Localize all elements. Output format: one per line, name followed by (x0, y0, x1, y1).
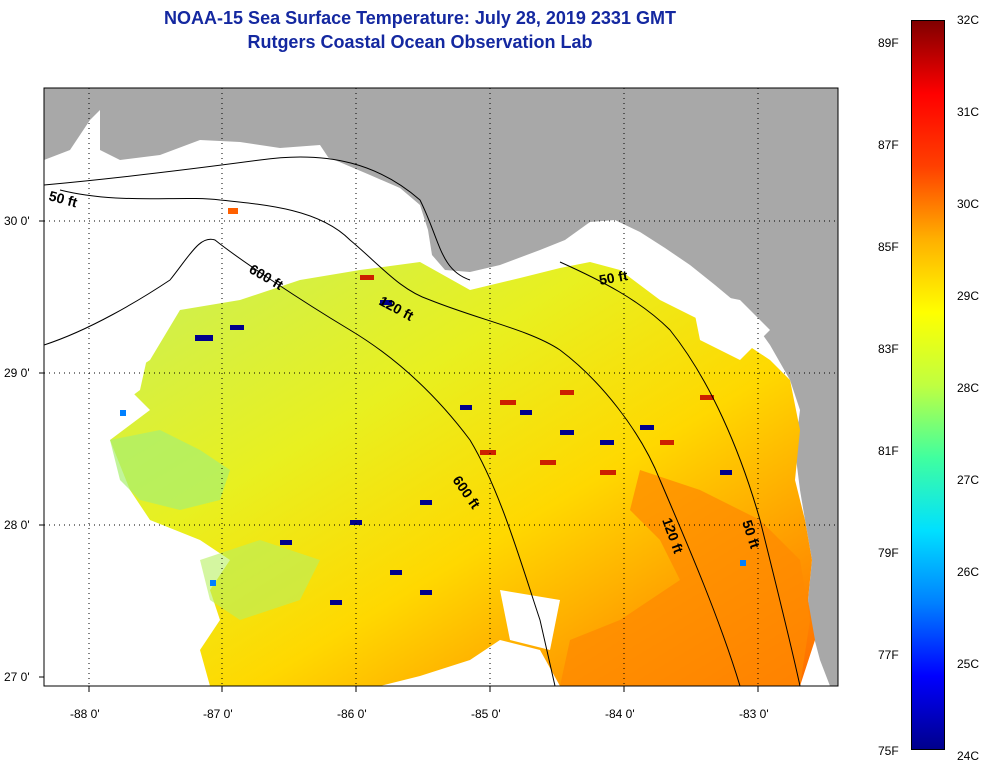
warm-sst-zone (560, 470, 810, 686)
longitude-labels: -88 0' -87 0' -86 0' -85 0' -84 0' -83 0… (70, 707, 769, 721)
cbar-label-85f: 85F (878, 240, 899, 254)
sst-speckles (120, 208, 746, 605)
depth-contours (44, 156, 801, 686)
lon-label-85: -85 0' (471, 707, 501, 721)
cbar-label-25c: 25C (957, 657, 980, 671)
cbar-label-75f: 75F (878, 744, 899, 758)
contour-label-50ft-west: 50 ft (47, 187, 79, 210)
contour-label-50ft-east: 50 ft (598, 267, 629, 288)
lon-label-88: -88 0' (70, 707, 100, 721)
cbar-label-89f: 89F (878, 36, 899, 50)
map-border (43, 87, 839, 687)
lat-label-28: 28 0' (4, 518, 30, 532)
lat-label-27: 27 0' (4, 670, 30, 684)
tick-marks (39, 220, 759, 692)
cbar-label-28c: 28C (957, 381, 980, 395)
cool-sst-zone-2 (200, 540, 320, 620)
cloud-gap-1 (44, 300, 160, 420)
cbar-label-81f: 81F (878, 444, 899, 458)
lon-label-87: -87 0' (203, 707, 233, 721)
latitude-labels: 30 0' 29 0' 28 0' 27 0' (4, 214, 30, 684)
cloud-gap-2 (690, 290, 770, 360)
cbar-label-31c: 31C (957, 105, 980, 119)
lon-label-86: -86 0' (337, 707, 367, 721)
map-subtitle: Rutgers Coastal Ocean Observation Lab (247, 32, 593, 52)
cloud-gap-3 (500, 590, 560, 650)
cbar-label-32c: 32C (957, 13, 980, 27)
cbar-label-77f: 77F (878, 648, 899, 662)
cbar-label-26c: 26C (957, 565, 980, 579)
lon-label-84: -84 0' (605, 707, 635, 721)
lon-label-83: -83 0' (739, 707, 769, 721)
lat-label-29: 29 0' (4, 366, 30, 380)
temperature-colorbar (911, 20, 945, 750)
cool-sst-zone (110, 430, 230, 510)
map-title: NOAA-15 Sea Surface Temperature: July 28… (164, 8, 676, 28)
cbar-label-27c: 27C (957, 473, 980, 487)
cbar-label-87f: 87F (878, 138, 899, 152)
land-mass (44, 88, 838, 686)
lat-label-30: 30 0' (4, 214, 30, 228)
cbar-label-29c: 29C (957, 289, 980, 303)
cbar-label-79f: 79F (878, 546, 899, 560)
cbar-label-83f: 83F (878, 342, 899, 356)
cbar-label-30c: 30C (957, 197, 980, 211)
cbar-label-24c: 24C (957, 749, 980, 763)
